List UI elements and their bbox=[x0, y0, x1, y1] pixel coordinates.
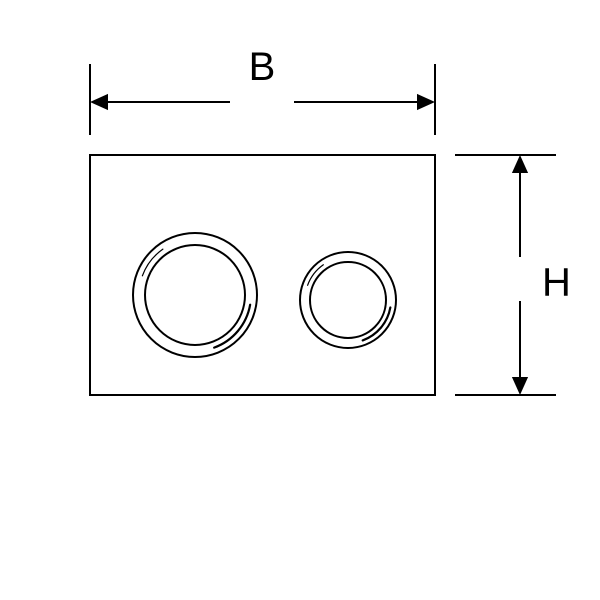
height-dimension-label: H bbox=[542, 261, 571, 305]
width-dimension-label: B bbox=[249, 45, 276, 89]
plate-rect bbox=[90, 155, 435, 395]
